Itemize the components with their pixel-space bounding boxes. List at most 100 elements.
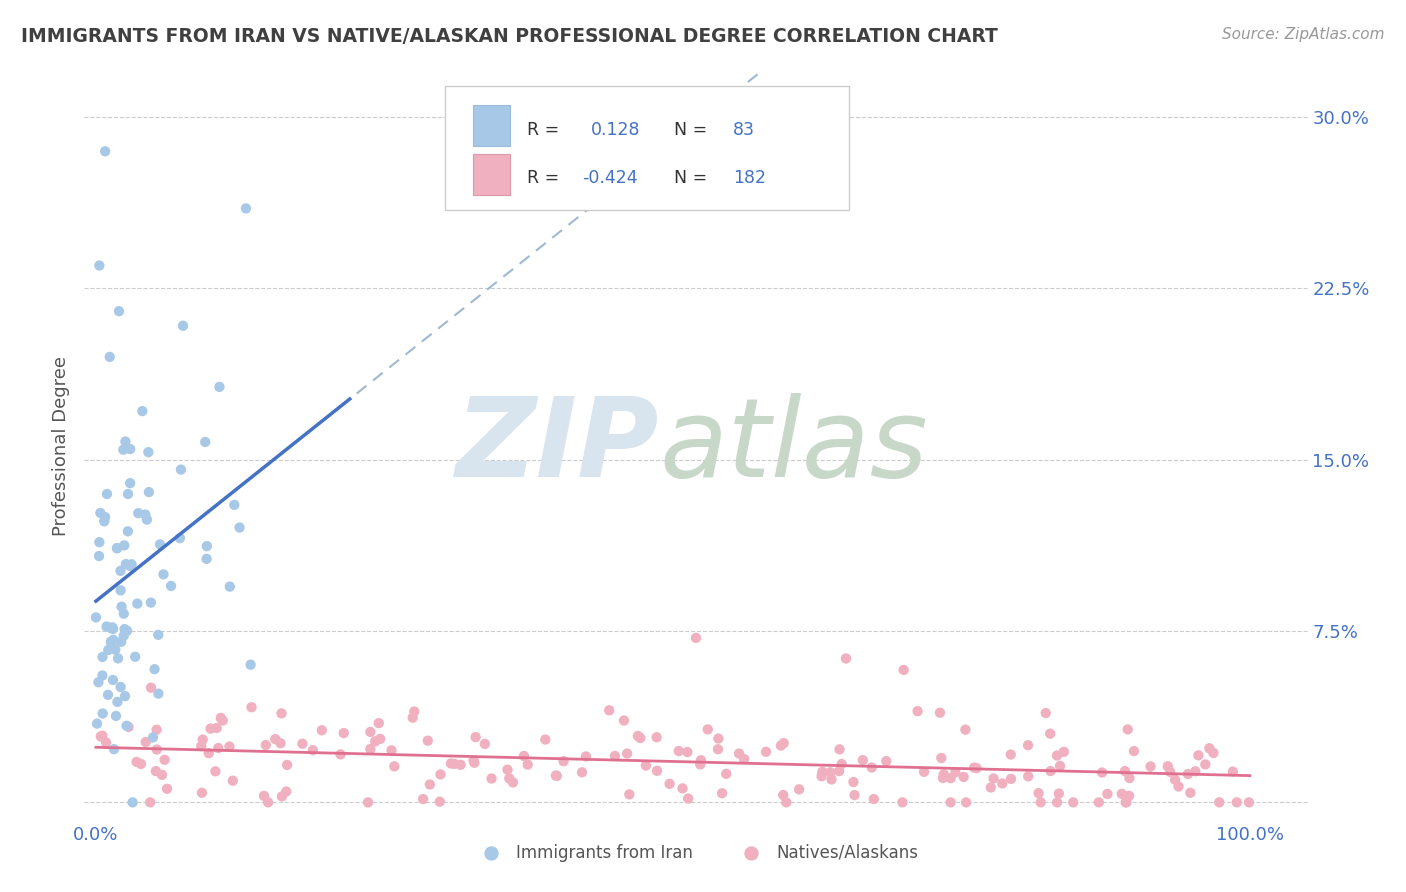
- Point: [364, 734, 387, 748]
- Point: [239, 657, 262, 672]
- Point: [828, 742, 851, 756]
- Point: [1123, 744, 1146, 758]
- Point: [1046, 748, 1069, 763]
- Point: [105, 709, 128, 723]
- Text: N =: N =: [673, 169, 707, 186]
- Point: [772, 736, 794, 750]
- Point: [96, 619, 118, 633]
- Point: [197, 746, 219, 760]
- Point: [138, 485, 160, 500]
- Point: [983, 772, 1005, 786]
- Point: [240, 700, 263, 714]
- Point: [195, 552, 218, 566]
- Point: [131, 404, 153, 418]
- Point: [690, 753, 713, 767]
- Point: [939, 796, 962, 810]
- Point: [1028, 786, 1050, 800]
- Point: [575, 749, 598, 764]
- Point: [112, 629, 135, 643]
- Point: [755, 745, 778, 759]
- Point: [811, 764, 834, 779]
- Point: [1118, 771, 1140, 785]
- Point: [127, 597, 149, 611]
- Point: [955, 796, 977, 810]
- Point: [101, 622, 124, 636]
- Text: R =: R =: [527, 169, 560, 186]
- Bar: [474, 153, 510, 195]
- Point: [127, 506, 149, 520]
- Point: [107, 695, 129, 709]
- Point: [619, 788, 641, 802]
- Point: [474, 737, 496, 751]
- Point: [1046, 796, 1069, 810]
- Point: [516, 757, 538, 772]
- Point: [463, 756, 485, 770]
- Point: [153, 753, 176, 767]
- Point: [1208, 796, 1230, 810]
- Point: [598, 703, 620, 717]
- Point: [150, 768, 173, 782]
- Point: [124, 649, 146, 664]
- Point: [112, 607, 135, 621]
- Text: Source: ZipAtlas.com: Source: ZipAtlas.com: [1222, 27, 1385, 42]
- Point: [110, 599, 132, 614]
- Point: [893, 663, 915, 677]
- Point: [94, 145, 117, 159]
- Point: [112, 538, 135, 552]
- Point: [513, 748, 536, 763]
- Point: [1202, 746, 1225, 760]
- Point: [218, 739, 240, 754]
- Point: [264, 732, 287, 747]
- Point: [149, 537, 172, 551]
- Point: [145, 723, 167, 737]
- Point: [787, 782, 810, 797]
- Point: [627, 729, 650, 743]
- Point: [955, 723, 977, 737]
- Point: [1115, 796, 1137, 810]
- Point: [546, 769, 568, 783]
- Point: [463, 753, 485, 767]
- FancyBboxPatch shape: [446, 87, 849, 210]
- Point: [367, 716, 389, 731]
- Point: [143, 662, 166, 676]
- Point: [1177, 767, 1199, 781]
- Point: [222, 773, 245, 788]
- Point: [1000, 747, 1022, 762]
- Point: [875, 754, 897, 768]
- Point: [142, 731, 165, 745]
- Point: [121, 796, 143, 810]
- Point: [148, 628, 170, 642]
- Point: [195, 539, 218, 553]
- Point: [820, 765, 842, 780]
- Point: [291, 737, 314, 751]
- Point: [1187, 748, 1209, 763]
- Point: [87, 675, 110, 690]
- Point: [94, 735, 117, 749]
- Point: [450, 757, 472, 772]
- Point: [1039, 764, 1062, 778]
- Point: [112, 442, 135, 457]
- Point: [553, 754, 575, 768]
- Point: [860, 760, 883, 774]
- Point: [91, 706, 114, 721]
- Point: [1198, 741, 1220, 756]
- Point: [1049, 759, 1071, 773]
- Point: [125, 755, 148, 769]
- Point: [207, 741, 229, 756]
- Point: [932, 771, 955, 785]
- Text: 83: 83: [733, 120, 755, 139]
- Point: [810, 769, 832, 783]
- Point: [117, 720, 139, 734]
- Text: 0.128: 0.128: [591, 120, 640, 139]
- Point: [91, 649, 114, 664]
- Point: [117, 487, 139, 501]
- Point: [828, 764, 851, 779]
- Point: [191, 732, 214, 747]
- Point: [676, 791, 699, 805]
- Point: [963, 761, 986, 775]
- Point: [852, 753, 875, 767]
- Point: [676, 745, 699, 759]
- Point: [86, 716, 108, 731]
- Point: [139, 796, 162, 810]
- Point: [114, 622, 136, 636]
